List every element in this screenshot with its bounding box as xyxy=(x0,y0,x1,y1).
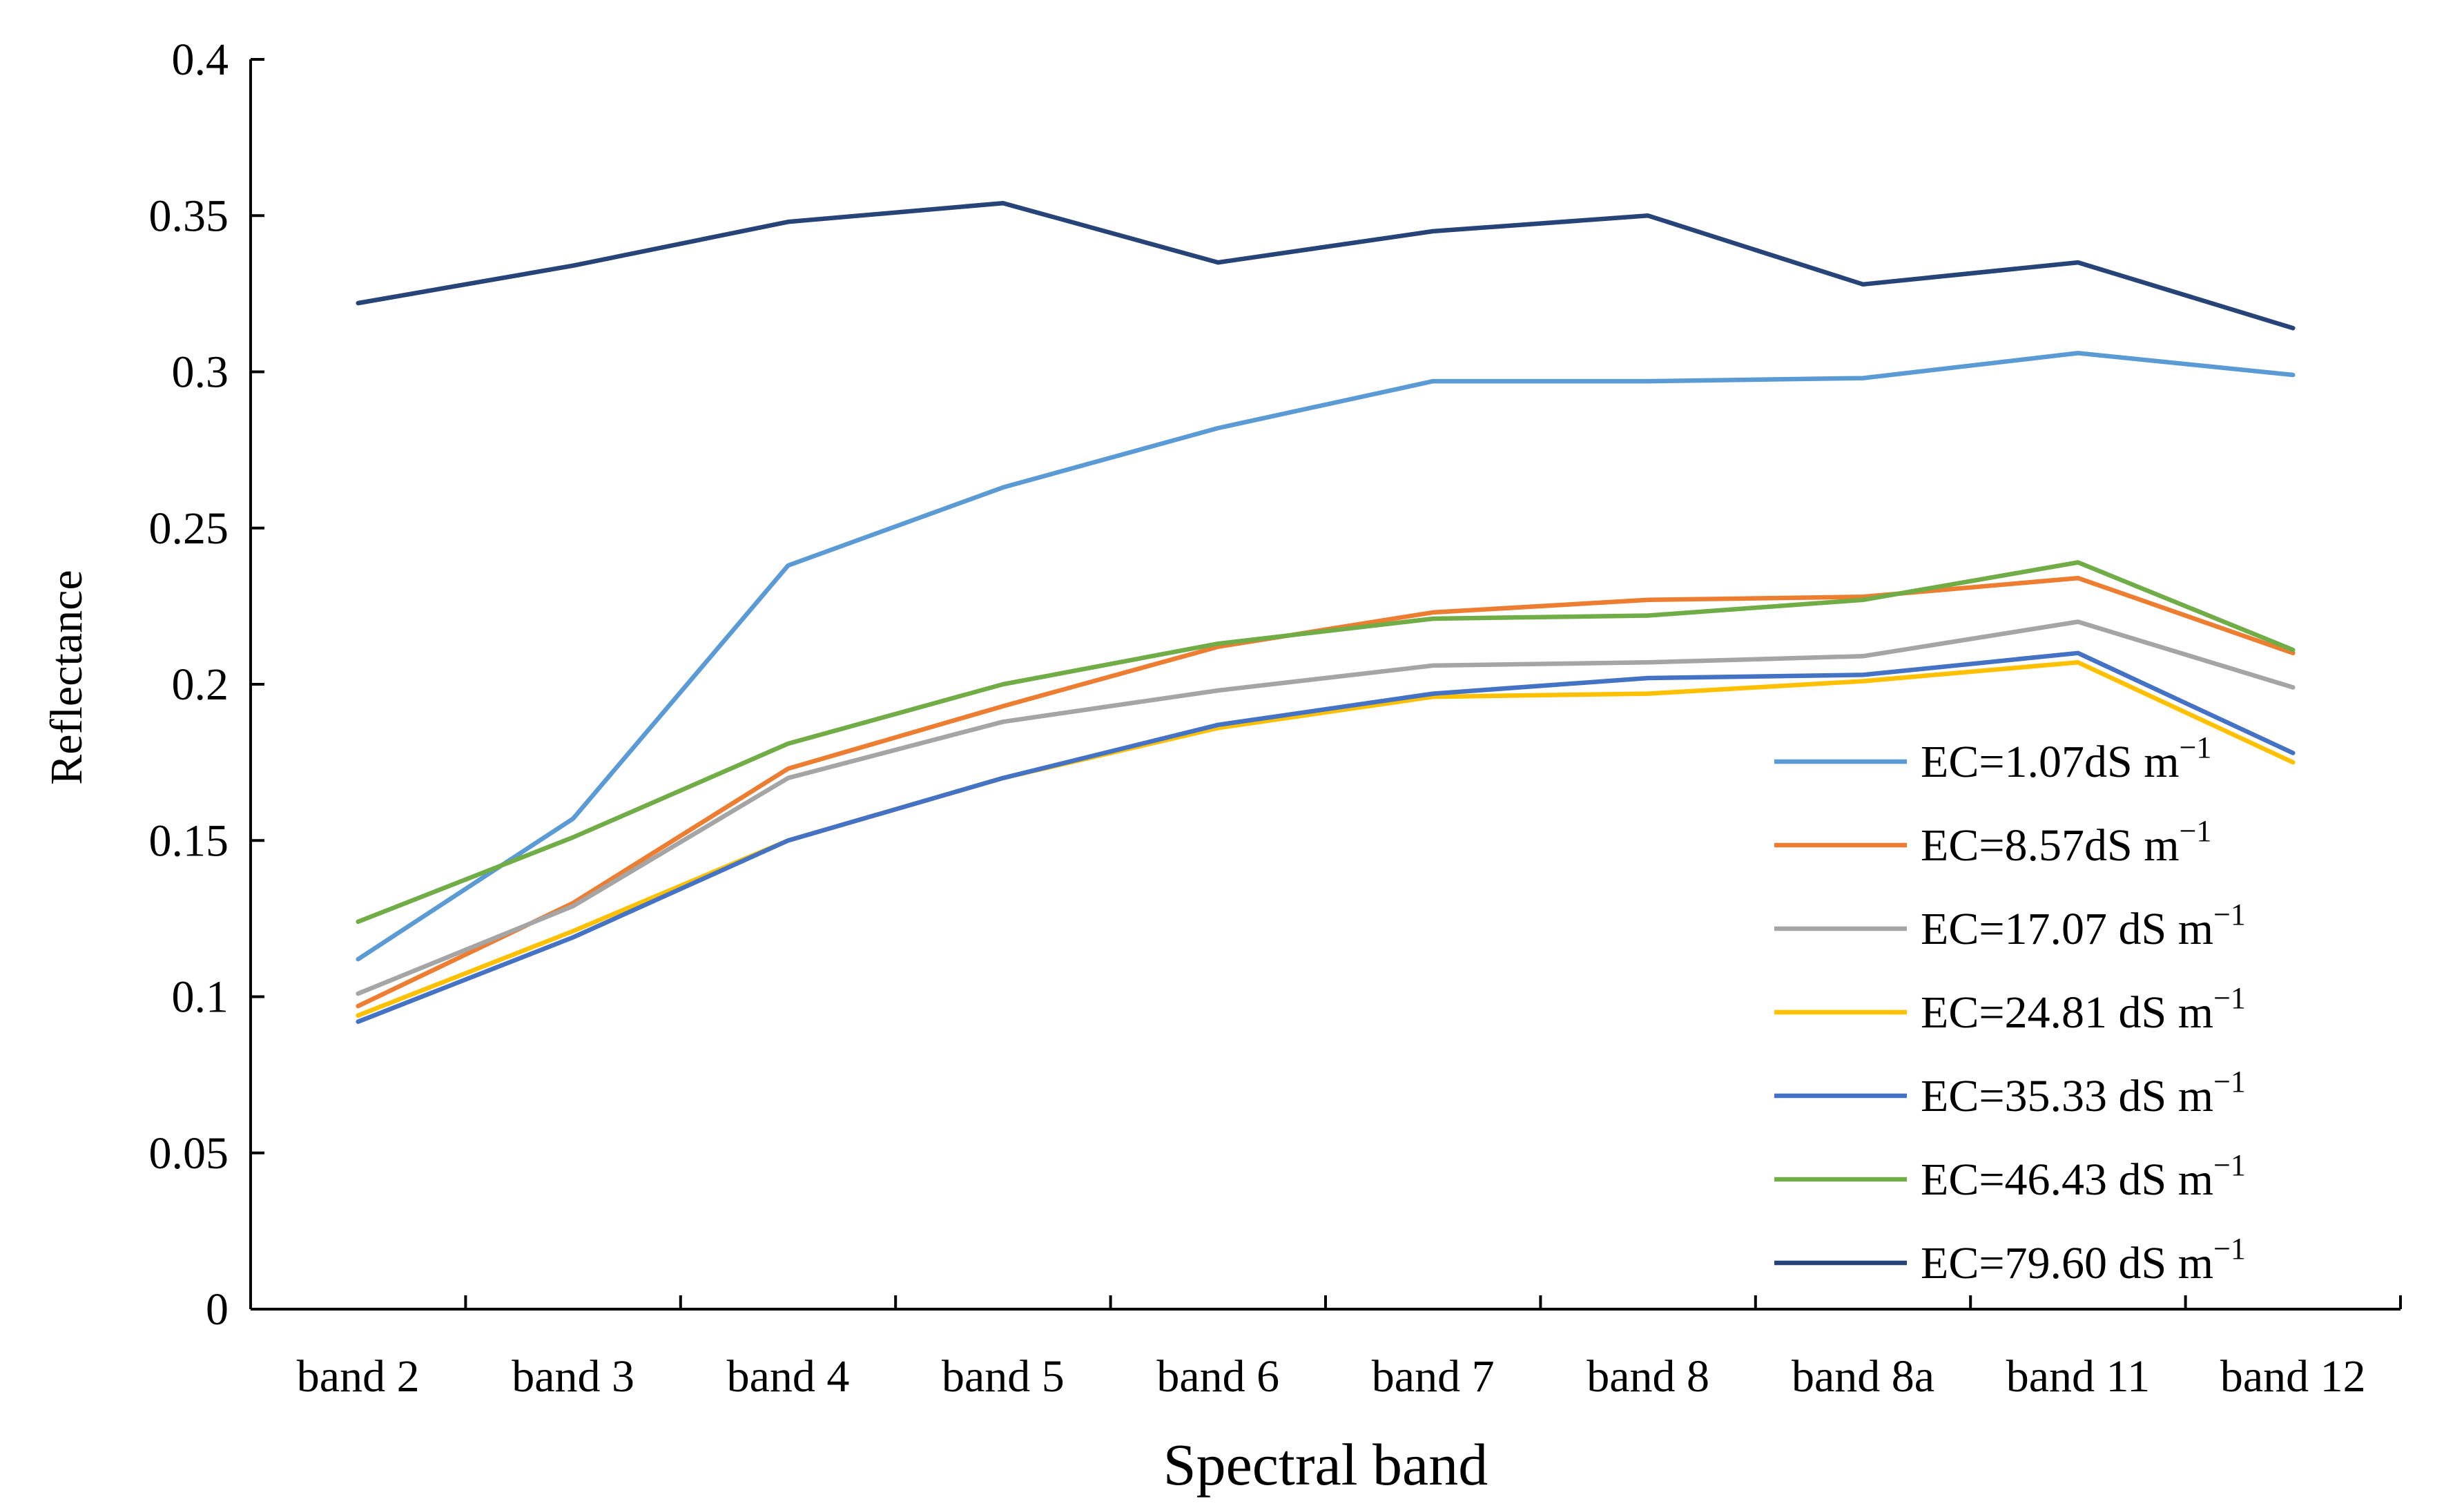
legend: EC=1.07dS m−1 EC=8.57dS m−1 EC=17.07 dS m−… xyxy=(1774,731,2246,1288)
series-line-1 xyxy=(356,351,2296,962)
legend-label-3: EC=17.07 dS m−1 xyxy=(1921,898,2246,954)
legend-label-5: EC=35.33 dS m−1 xyxy=(1921,1065,2246,1121)
x-tick-label: band 12 xyxy=(2220,1351,2366,1402)
x-tick-label: band 3 xyxy=(512,1351,634,1402)
x-tick-label: band 4 xyxy=(727,1351,850,1402)
x-tick-label: band 8a xyxy=(1792,1351,1934,1402)
y-axis-title: Reflectance xyxy=(41,570,92,784)
x-tick-label: band 2 xyxy=(297,1351,420,1402)
y-tick-label: 0.05 xyxy=(149,1128,229,1179)
legend-label-7: EC=79.60 dS m−1 xyxy=(1921,1232,2246,1288)
y-tick-label: 0.2 xyxy=(172,659,229,710)
series-line-5 xyxy=(356,650,2296,1024)
legend-unit-exponent: −1 xyxy=(2213,1232,2246,1266)
y-tick-label: 0.15 xyxy=(149,815,229,866)
legend-label-1: EC=1.07dS m−1 xyxy=(1921,731,2211,787)
series-line-7 xyxy=(356,200,2296,331)
legend-unit-exponent: −1 xyxy=(2213,898,2246,931)
legend-label-4: EC=24.81 dS m−1 xyxy=(1921,981,2246,1038)
y-tick-label: 0.35 xyxy=(149,191,229,241)
x-tick-label: band 11 xyxy=(2006,1351,2150,1402)
x-axis-title: Spectral band xyxy=(1163,1431,1488,1498)
legend-label-2: EC=8.57dS m−1 xyxy=(1921,814,2211,871)
y-tick-label: 0.3 xyxy=(172,347,229,398)
x-tick-label: band 8 xyxy=(1587,1351,1709,1402)
legend-unit-exponent: −1 xyxy=(2213,1148,2246,1182)
legend-unit-exponent: −1 xyxy=(2213,981,2246,1015)
legend-unit-exponent: −1 xyxy=(2180,814,2212,848)
legend-unit-exponent: −1 xyxy=(2180,731,2212,764)
y-tick-label: 0.1 xyxy=(172,972,229,1023)
y-tick-label: 0.25 xyxy=(149,503,229,554)
legend-label-6: EC=46.43 dS m−1 xyxy=(1921,1148,2246,1205)
series-group xyxy=(356,200,2296,1024)
x-tick-label: band 5 xyxy=(942,1351,1065,1402)
y-tick-label: 0.4 xyxy=(172,35,229,85)
x-tick-label: band 7 xyxy=(1372,1351,1495,1402)
series-line-6 xyxy=(356,560,2296,925)
series-line-4 xyxy=(356,660,2296,1018)
series-line-3 xyxy=(356,619,2296,996)
y-tick-label: 0 xyxy=(206,1284,229,1335)
x-tick-label: band 6 xyxy=(1156,1351,1279,1402)
legend-unit-exponent: −1 xyxy=(2213,1065,2246,1099)
x-axis: band 2 band 3 band 4 band 5 band 6 band 7 band… xyxy=(249,1295,2402,1402)
y-axis: 0 0.05 0.1 0.15 0.2 0.25 0.3 0.35 0.4 xyxy=(149,35,264,1335)
